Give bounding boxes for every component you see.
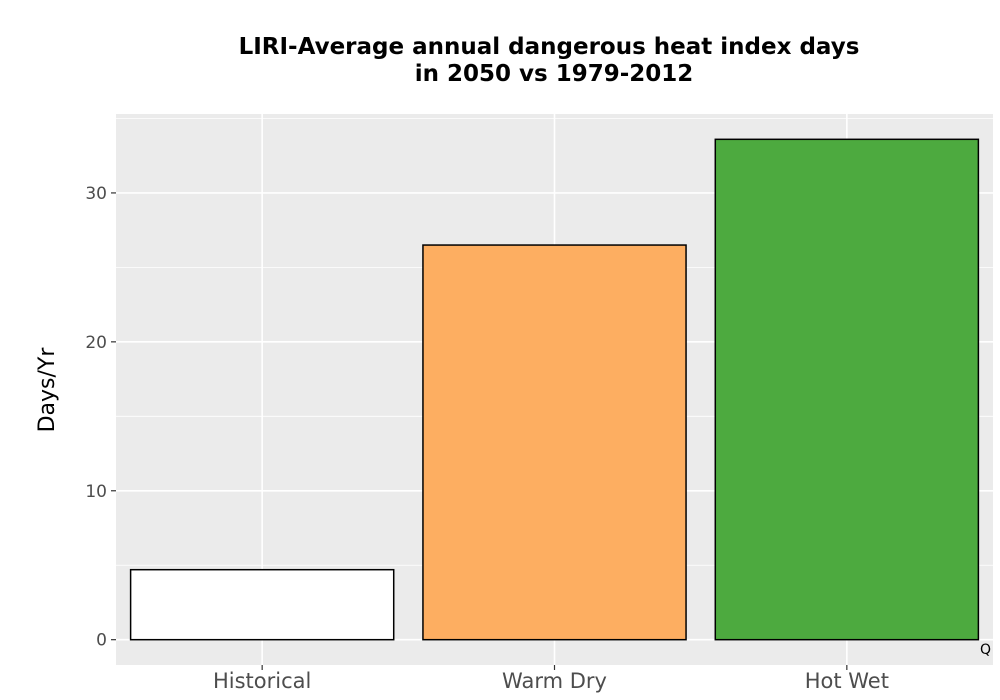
x-tick-label: Warm Dry	[502, 669, 607, 693]
bar-historical	[129, 568, 395, 641]
chart-title-line-2: in 2050 vs 1979-2012	[415, 61, 694, 87]
y-tick-label: 10	[85, 482, 107, 502]
axes: 0 10 20 30 Historical Warm Dry Hot Wet	[85, 184, 889, 693]
bars	[129, 138, 980, 641]
x-tick-label: Hot Wet	[805, 669, 889, 693]
x-tick-label: Historical	[213, 669, 311, 693]
chart-title-line-1: LIRI-Average annual dangerous heat index…	[239, 34, 860, 60]
y-tick-label: 30	[85, 184, 107, 204]
y-tick-label: 20	[85, 333, 107, 353]
y-axis-title: Days/Yr	[35, 347, 60, 433]
corner-annotation: Q	[980, 642, 991, 658]
y-tick-label: 0	[96, 631, 107, 651]
bar-hot-wet	[714, 138, 980, 641]
bar-warm-dry	[422, 244, 687, 641]
